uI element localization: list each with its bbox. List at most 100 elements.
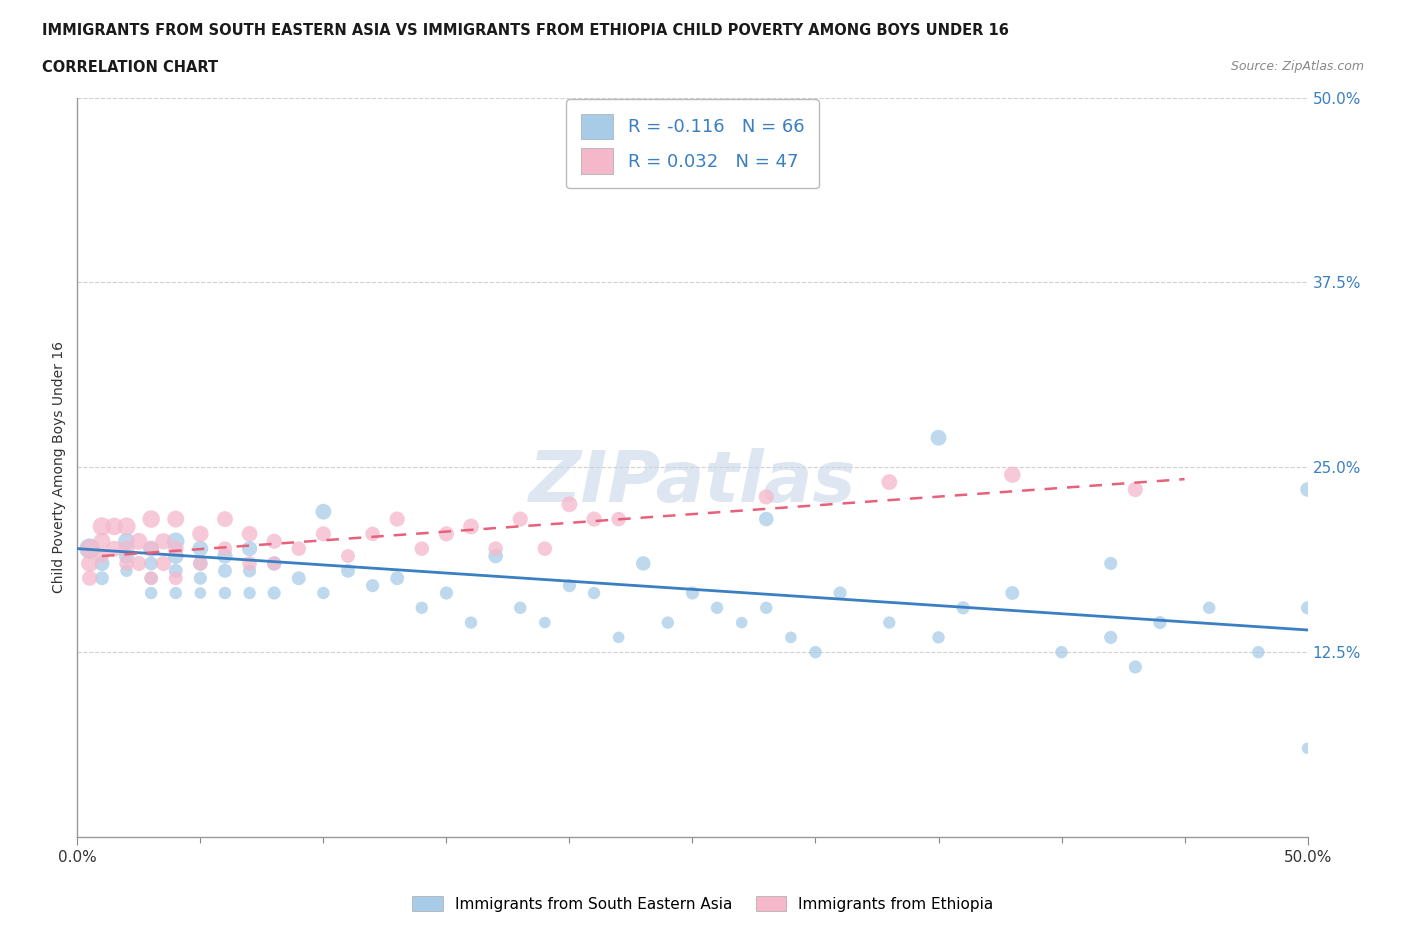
Point — [165, 586, 187, 601]
Point — [103, 541, 125, 556]
Text: IMMIGRANTS FROM SOUTH EASTERN ASIA VS IMMIGRANTS FROM ETHIOPIA CHILD POVERTY AMO: IMMIGRANTS FROM SOUTH EASTERN ASIA VS IM… — [42, 23, 1010, 38]
Point — [188, 541, 212, 556]
Point — [830, 586, 852, 601]
Point — [152, 556, 174, 571]
Point — [804, 644, 827, 659]
Point — [1296, 482, 1319, 497]
Point — [928, 431, 950, 445]
Point — [337, 549, 360, 564]
Point — [1296, 601, 1319, 616]
Point — [103, 519, 125, 534]
Point — [1296, 741, 1319, 756]
Point — [165, 541, 187, 556]
Point — [411, 601, 433, 616]
Point — [460, 519, 482, 534]
Point — [755, 489, 778, 504]
Point — [188, 571, 212, 586]
Point — [1001, 586, 1024, 601]
Point — [79, 541, 101, 556]
Point — [90, 571, 114, 586]
Point — [239, 541, 262, 556]
Point — [879, 615, 901, 630]
Point — [706, 601, 728, 616]
Point — [928, 630, 950, 644]
Point — [337, 564, 360, 578]
Point — [152, 534, 174, 549]
Point — [1125, 482, 1147, 497]
Text: ZIPatlas: ZIPatlas — [529, 447, 856, 516]
Point — [312, 526, 335, 541]
Point — [141, 556, 163, 571]
Point — [1050, 644, 1073, 659]
Point — [361, 578, 384, 593]
Point — [385, 571, 409, 586]
Point — [583, 586, 606, 601]
Legend: R = -0.116   N = 66, R = 0.032   N = 47: R = -0.116 N = 66, R = 0.032 N = 47 — [567, 100, 818, 188]
Point — [1247, 644, 1270, 659]
Point — [731, 615, 754, 630]
Point — [361, 526, 384, 541]
Point — [188, 556, 212, 571]
Point — [657, 615, 679, 630]
Point — [239, 564, 262, 578]
Point — [165, 571, 187, 586]
Point — [436, 586, 458, 601]
Point — [141, 512, 163, 526]
Point — [141, 541, 163, 556]
Point — [214, 541, 236, 556]
Point — [128, 534, 150, 549]
Point — [485, 541, 508, 556]
Y-axis label: Child Poverty Among Boys Under 16: Child Poverty Among Boys Under 16 — [52, 341, 66, 593]
Point — [239, 586, 262, 601]
Point — [214, 512, 236, 526]
Point — [633, 556, 655, 571]
Point — [288, 541, 311, 556]
Point — [1125, 659, 1147, 674]
Point — [385, 512, 409, 526]
Text: CORRELATION CHART: CORRELATION CHART — [42, 60, 218, 75]
Point — [288, 571, 311, 586]
Point — [583, 512, 606, 526]
Point — [879, 474, 901, 489]
Point — [188, 556, 212, 571]
Point — [755, 601, 778, 616]
Point — [239, 526, 262, 541]
Point — [141, 541, 163, 556]
Point — [509, 512, 531, 526]
Point — [90, 549, 114, 564]
Point — [214, 564, 236, 578]
Point — [607, 630, 630, 644]
Point — [214, 549, 236, 564]
Point — [79, 541, 101, 556]
Point — [79, 556, 101, 571]
Point — [509, 601, 531, 616]
Point — [115, 519, 138, 534]
Point — [115, 541, 138, 556]
Point — [411, 541, 433, 556]
Point — [165, 534, 187, 549]
Point — [1001, 467, 1024, 482]
Point — [534, 541, 557, 556]
Point — [436, 526, 458, 541]
Point — [1149, 615, 1171, 630]
Point — [558, 578, 581, 593]
Point — [115, 556, 138, 571]
Point — [952, 601, 974, 616]
Point — [607, 512, 630, 526]
Point — [1099, 556, 1122, 571]
Point — [1198, 601, 1220, 616]
Legend: Immigrants from South Eastern Asia, Immigrants from Ethiopia: Immigrants from South Eastern Asia, Immi… — [406, 889, 1000, 918]
Point — [534, 615, 557, 630]
Point — [165, 549, 187, 564]
Point — [1099, 630, 1122, 644]
Point — [115, 534, 138, 549]
Point — [188, 526, 212, 541]
Point — [263, 586, 285, 601]
Point — [128, 556, 150, 571]
Point — [485, 549, 508, 564]
Point — [141, 571, 163, 586]
Point — [780, 630, 803, 644]
Point — [165, 512, 187, 526]
Point — [141, 586, 163, 601]
Point — [90, 556, 114, 571]
